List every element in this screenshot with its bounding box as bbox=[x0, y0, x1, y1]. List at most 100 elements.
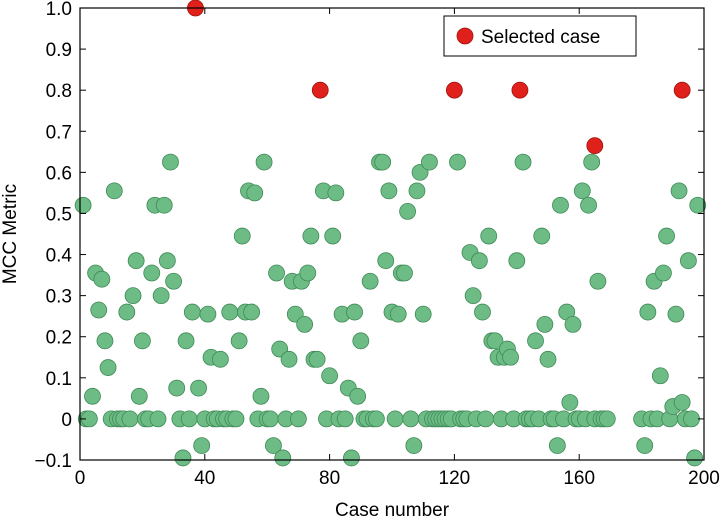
x-axis-title: Case number bbox=[335, 500, 450, 521]
y-tick-label: −0.1 bbox=[34, 451, 72, 472]
data-point bbox=[130, 387, 148, 405]
data-point bbox=[673, 394, 691, 411]
data-point bbox=[477, 410, 495, 428]
x-tick-label: 160 bbox=[563, 468, 595, 489]
legend-box bbox=[443, 15, 637, 57]
data-point bbox=[143, 264, 161, 282]
data-point bbox=[174, 449, 192, 467]
x-tick-label: 40 bbox=[194, 468, 215, 489]
plot-points bbox=[74, 0, 707, 467]
data-point bbox=[246, 184, 264, 202]
data-point bbox=[168, 379, 186, 397]
data-point bbox=[552, 196, 569, 214]
data-point bbox=[548, 437, 566, 455]
x-tick-label: 80 bbox=[319, 468, 340, 489]
data-point bbox=[255, 153, 273, 171]
data-point bbox=[598, 410, 616, 428]
data-point bbox=[464, 287, 482, 305]
data-point bbox=[165, 272, 183, 290]
y-tick-label: 0 bbox=[61, 410, 72, 431]
data-point bbox=[230, 332, 248, 350]
data-point bbox=[361, 272, 379, 290]
selected-data-point bbox=[445, 81, 463, 99]
data-point bbox=[162, 153, 179, 171]
data-point bbox=[93, 270, 111, 288]
data-point bbox=[658, 227, 675, 245]
y-tick-label: 1.0 bbox=[46, 0, 72, 20]
data-point bbox=[486, 332, 504, 350]
data-point bbox=[686, 449, 704, 467]
data-point bbox=[399, 202, 417, 220]
data-point bbox=[302, 227, 320, 245]
data-point bbox=[573, 182, 591, 200]
data-point bbox=[689, 196, 707, 214]
selected-data-point bbox=[586, 137, 604, 155]
data-point bbox=[680, 252, 697, 270]
data-point bbox=[636, 437, 654, 455]
data-point bbox=[655, 264, 672, 282]
data-point bbox=[564, 315, 582, 333]
data-point bbox=[580, 196, 597, 214]
data-point bbox=[268, 264, 285, 282]
y-tick-label: 0.7 bbox=[46, 122, 72, 143]
selected-data-point bbox=[673, 81, 691, 99]
data-point bbox=[377, 252, 395, 270]
data-point bbox=[536, 315, 554, 333]
data-point bbox=[470, 252, 488, 270]
plot-frame bbox=[79, 7, 705, 461]
data-point bbox=[639, 303, 657, 321]
data-point bbox=[670, 182, 688, 200]
data-point bbox=[155, 196, 173, 214]
y-tick-label: 0.2 bbox=[46, 328, 72, 349]
data-point bbox=[343, 449, 360, 467]
data-point bbox=[533, 227, 551, 245]
data-point bbox=[180, 410, 198, 428]
y-axis-ticks: −0.1 0 0.1 0.2 0.3 0.4 0.5 0.6 0.7 0.8 0.9 1.0 bbox=[34, 0, 704, 472]
y-tick-label: 0.9 bbox=[46, 40, 72, 61]
data-point bbox=[527, 332, 544, 350]
x-tick-label: 200 bbox=[688, 468, 720, 489]
data-point bbox=[349, 387, 367, 405]
data-point bbox=[265, 437, 282, 455]
data-point bbox=[480, 227, 498, 245]
x-axis-ticks: 0 40 80 120 160 200 bbox=[75, 8, 720, 489]
data-point bbox=[158, 252, 176, 270]
data-point bbox=[96, 332, 114, 350]
data-point bbox=[402, 410, 420, 428]
data-point bbox=[396, 264, 413, 282]
data-point bbox=[539, 350, 557, 368]
data-point bbox=[252, 387, 270, 405]
data-point bbox=[374, 153, 392, 171]
legend-marker-selected-case bbox=[456, 27, 474, 45]
x-tick-label: 120 bbox=[439, 468, 471, 489]
data-point bbox=[193, 437, 211, 455]
data-point bbox=[233, 227, 251, 245]
data-point bbox=[561, 394, 579, 411]
data-point bbox=[386, 410, 404, 428]
data-point bbox=[221, 303, 239, 321]
data-point bbox=[405, 437, 423, 455]
y-tick-label: 0.8 bbox=[46, 81, 72, 102]
data-point bbox=[449, 153, 466, 171]
data-point bbox=[105, 182, 123, 200]
data-point bbox=[683, 410, 700, 428]
data-point bbox=[508, 252, 526, 270]
y-tick-label: 0.5 bbox=[46, 204, 72, 225]
y-tick-label: 0.6 bbox=[46, 163, 72, 184]
data-point bbox=[352, 332, 370, 350]
data-point bbox=[133, 332, 151, 350]
legend-label-selected-case: Selected case bbox=[481, 27, 600, 48]
data-point bbox=[514, 153, 532, 171]
y-tick-label: 0.1 bbox=[46, 369, 72, 390]
data-point bbox=[299, 264, 317, 282]
legend: Selected case bbox=[443, 15, 637, 57]
data-point bbox=[583, 153, 601, 171]
data-point bbox=[243, 303, 261, 321]
data-point bbox=[177, 332, 195, 350]
data-point bbox=[99, 359, 117, 376]
data-point bbox=[308, 350, 326, 368]
data-point bbox=[321, 367, 339, 385]
y-axis-title: MCC Metric bbox=[0, 184, 21, 284]
data-point bbox=[227, 410, 245, 428]
